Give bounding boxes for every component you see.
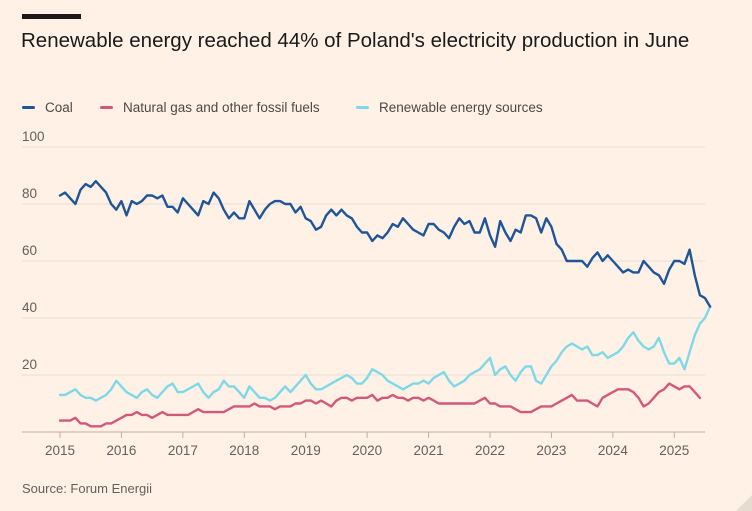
x-tick-label: 2022	[475, 443, 505, 458]
x-axis-labels: 2015 2016 2017 2018 2019 2020 2021 2022 2023 2024…	[45, 432, 689, 458]
series-line-natural	[58, 382, 702, 428]
gridlines	[22, 146, 705, 433]
x-tick-label: 2023	[536, 443, 566, 458]
y-axis-labels: 100 80 60 40 20	[22, 129, 45, 372]
x-tick-label: 2018	[229, 443, 259, 458]
x-tick-label: 2024	[598, 443, 629, 458]
series-line-coal	[58, 179, 712, 308]
source-note: Source: Forum Energii	[22, 481, 153, 496]
y-tick-label: 80	[22, 186, 37, 201]
y-tick-label: 20	[22, 357, 37, 372]
legend-swatch-renewables	[356, 106, 369, 109]
x-tick-label: 2017	[168, 443, 198, 458]
legend-label-gas: Natural gas and other fossil fuels	[123, 100, 320, 115]
ft-accent-bar	[22, 14, 81, 19]
x-tick-label: 2020	[352, 443, 382, 458]
y-tick-label: 40	[22, 300, 37, 315]
x-tick-label: 2015	[45, 443, 75, 458]
legend-item-coal: Coal	[22, 100, 73, 115]
resize-corner-icon	[736, 495, 752, 511]
legend-item-gas: Natural gas and other fossil fuels	[100, 100, 320, 115]
y-tick-label: 60	[22, 243, 37, 258]
legend-swatch-gas	[100, 106, 113, 109]
chart-title: Renewable energy reached 44% of Poland's…	[21, 29, 690, 52]
x-tick-label: 2025	[659, 443, 689, 458]
series-lines	[58, 179, 712, 428]
series-line-renewable	[58, 305, 712, 402]
legend-label-renewables: Renewable energy sources	[379, 100, 543, 115]
legend-swatch-coal	[22, 106, 35, 109]
y-tick-label: 100	[22, 129, 45, 144]
x-tick-label: 2021	[414, 443, 444, 458]
legend-item-renewables: Renewable energy sources	[356, 100, 543, 115]
legend-label-coal: Coal	[45, 100, 73, 115]
x-tick-label: 2019	[291, 443, 321, 458]
x-tick-label: 2016	[106, 443, 136, 458]
